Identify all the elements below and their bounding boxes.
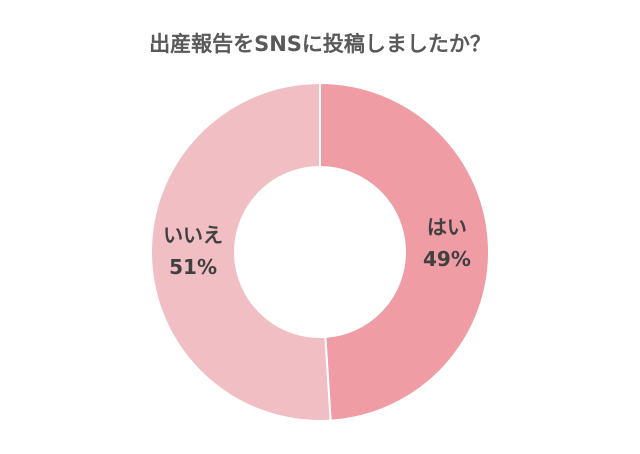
category-label: いいえ xyxy=(163,223,223,247)
value-label: 49% xyxy=(423,247,471,271)
chart-title: 出産報告をSNSに投稿しましたか？ xyxy=(149,32,491,56)
value-label: 51% xyxy=(169,255,217,279)
slice-1 xyxy=(150,81,332,422)
category-label: はい xyxy=(427,215,467,239)
slice-0 xyxy=(319,81,491,422)
